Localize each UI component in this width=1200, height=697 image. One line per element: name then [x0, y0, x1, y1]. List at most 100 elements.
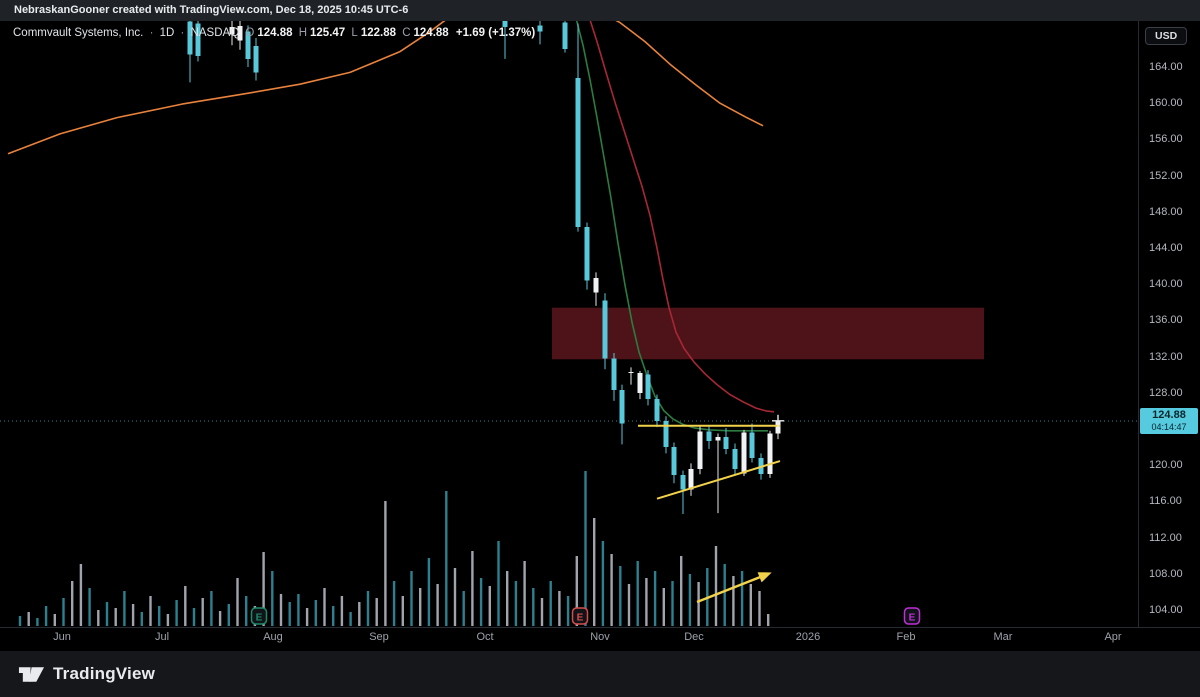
ohlc-low-letter: L	[351, 27, 358, 39]
candle-body	[775, 421, 781, 434]
earnings-badge-letter: E	[256, 613, 263, 624]
time-axis-label: Nov	[590, 631, 610, 643]
volume-bar	[714, 546, 718, 626]
earnings-badge-icon[interactable]	[903, 607, 921, 625]
volume-bar	[471, 551, 474, 626]
volume-bar	[366, 591, 370, 626]
ma-orange	[7, 21, 764, 155]
volume-bar	[575, 556, 578, 626]
candle-body	[187, 21, 193, 55]
volume-arrow[interactable]	[696, 572, 769, 604]
time-axis-label: Feb	[896, 631, 916, 643]
price-tick-label: 128.00	[1149, 386, 1183, 399]
support-trendline[interactable]	[656, 460, 781, 500]
interval-label[interactable]: 1D	[159, 27, 175, 39]
volume-bar	[71, 581, 74, 626]
volume-bar	[767, 614, 770, 626]
volume-bar	[740, 571, 744, 626]
tradingview-wordmark[interactable]: TradingView	[53, 664, 156, 683]
earnings-badge-icon[interactable]	[250, 607, 268, 625]
volume-bar	[479, 578, 483, 626]
earnings-badge-letter: E	[909, 613, 916, 624]
volume-bar	[192, 608, 196, 626]
candle-body	[723, 437, 729, 449]
candle-body	[715, 437, 721, 441]
volume-bar	[114, 608, 117, 626]
volume-bar	[279, 594, 283, 626]
footer-bar: TradingView	[0, 651, 1200, 697]
volume-bar	[419, 588, 422, 626]
candle-body	[245, 31, 251, 59]
volume-bar	[210, 591, 213, 626]
candle-body	[575, 77, 581, 228]
volume-bar	[619, 566, 622, 626]
volume-bar	[462, 591, 465, 626]
volume-bar	[410, 571, 413, 626]
volume-bar	[358, 602, 361, 626]
volume-bar	[384, 501, 387, 626]
candle-body	[229, 27, 235, 35]
time-axis[interactable]: Jun Jul Aug Sep Oct Nov Dec 2026 Feb Mar Apr	[0, 627, 1200, 651]
candle-body	[680, 475, 686, 490]
volume-bar	[506, 571, 509, 626]
candle-body	[195, 23, 201, 57]
volume-bar	[305, 608, 309, 626]
volume-bar	[488, 586, 491, 626]
volume-bar	[105, 602, 109, 626]
ohlc-open-value: 124.88	[257, 27, 293, 39]
volume-bar	[323, 588, 326, 626]
volume-bar	[297, 594, 300, 626]
volume-bar	[184, 586, 187, 626]
volume-bar	[53, 614, 56, 626]
volume-bar	[427, 558, 431, 626]
attribution-bar: NebraskanGooner created with TradingView…	[0, 0, 1200, 21]
volume-bar	[723, 564, 726, 626]
volume-bar	[532, 588, 535, 626]
volume-bar	[401, 596, 404, 626]
time-axis-label: Oct	[476, 631, 494, 643]
candle-body	[611, 358, 617, 391]
volume-bar	[758, 591, 761, 626]
time-axis-label: Aug	[263, 631, 283, 643]
symbol-name[interactable]: Commvault Systems, Inc.	[13, 27, 144, 39]
time-axis-label: 2026	[795, 631, 821, 643]
volume-bar	[610, 554, 613, 626]
volume-bar	[288, 602, 291, 626]
volume-bar	[262, 552, 265, 626]
volume-bar	[662, 588, 665, 626]
supply-zone-box[interactable]	[552, 307, 984, 360]
volume-bar	[627, 584, 631, 626]
price-tick-label: 140.00	[1149, 278, 1183, 291]
price-tick-label: 160.00	[1149, 97, 1183, 110]
price-tick-label: 132.00	[1149, 350, 1183, 363]
candle-body	[619, 390, 625, 424]
ohlc-high-letter: H	[298, 27, 308, 39]
earnings-badge-icon[interactable]	[571, 607, 589, 625]
ma-red	[589, 21, 775, 413]
candle-body	[584, 227, 590, 281]
volume-bar	[349, 612, 352, 626]
volume-bar	[584, 471, 587, 626]
price-tick-label: 136.00	[1149, 314, 1183, 327]
exchange-label[interactable]: NASDAQ	[190, 27, 240, 39]
volume-bar	[680, 556, 683, 626]
volume-bar	[245, 596, 248, 626]
volume-bar	[445, 491, 448, 626]
volume-bar	[97, 610, 100, 626]
volume-bar	[18, 616, 22, 626]
volume-arrow-head	[757, 572, 772, 583]
currency-toggle-button[interactable]: USD	[1145, 27, 1188, 45]
time-axis-label: Sep	[369, 631, 389, 643]
price-tick-label: 104.00	[1149, 603, 1183, 616]
price-tick-label: 120.00	[1149, 459, 1183, 472]
price-tick-label: 156.00	[1149, 133, 1183, 146]
price-tick-label: 152.00	[1149, 169, 1183, 182]
tradingview-logo-icon[interactable]	[18, 663, 45, 685]
price-axis[interactable]: USD 164.00 160.00 156.00 152.00 148.00 144.00…	[1138, 21, 1200, 651]
volume-bar	[27, 612, 30, 626]
volume-bar	[131, 604, 135, 626]
time-axis-label: Mar	[993, 631, 1013, 643]
volume-bar	[523, 561, 526, 626]
